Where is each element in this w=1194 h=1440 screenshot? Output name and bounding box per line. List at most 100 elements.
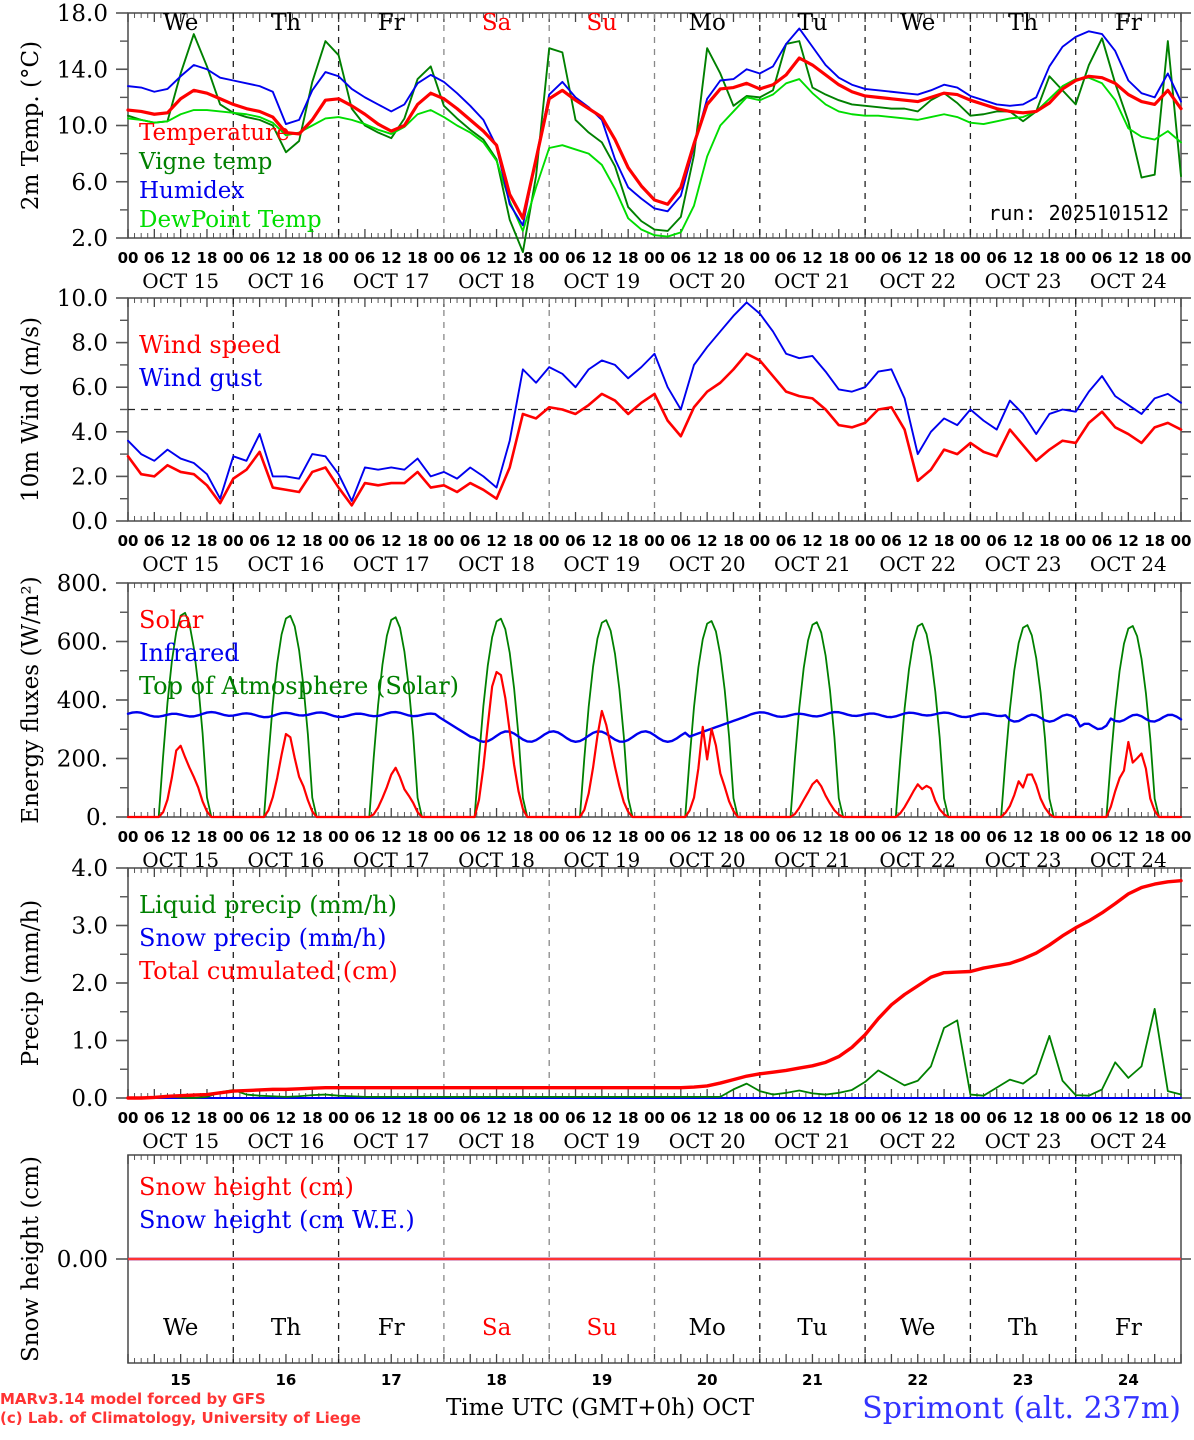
model-credit-line: MARv3.14 model forced by GFS (0, 1390, 266, 1408)
x-tick-label: 12 (1118, 828, 1139, 846)
day-name-label: Su (587, 10, 618, 36)
series-line (126, 670, 1183, 819)
legend-label: Top of Atmosphere (Solar) (139, 672, 459, 700)
x-tick-label: 18 (723, 532, 744, 550)
x-tick-label: 18 (1144, 532, 1165, 550)
day-name-label: Tu (797, 1315, 827, 1341)
y-tick-label: 0.0 (71, 1086, 108, 1112)
day-name-label: Sa (482, 1315, 512, 1341)
x-date-label: OCT 22 (879, 1129, 956, 1153)
day-name-label: We (900, 10, 935, 36)
x-tick-label: 00 (1171, 249, 1192, 267)
x-tick-label: 06 (670, 828, 691, 846)
x-tick-label: 12 (591, 532, 612, 550)
x-tick-label: 06 (1092, 249, 1113, 267)
series-line (126, 710, 1183, 744)
y-tick-label: 0.0 (71, 509, 108, 535)
x-tick-label: 12 (1118, 532, 1139, 550)
y-tick-label: 1.0 (71, 1029, 108, 1055)
x-tick-label: 18 (723, 249, 744, 267)
x-tick-label: 00 (118, 1109, 139, 1127)
x-tick-label: 18 (723, 1109, 744, 1127)
x-tick-label: 06 (354, 532, 375, 550)
x-tick-label: 00 (223, 1109, 244, 1127)
legend-label: Snow precip (mm/h) (139, 924, 386, 952)
x-tick-label: 18 (828, 828, 849, 846)
x-tick-label: 12 (697, 532, 718, 550)
x-tick-label: 12 (276, 249, 297, 267)
day-name-label: Fr (378, 10, 405, 36)
x-tick-label: 00 (118, 249, 139, 267)
x-tick-label: 00 (749, 1109, 770, 1127)
y-tick-label: 10.0 (57, 114, 108, 140)
day-name-label: Mo (688, 1315, 725, 1341)
x-date-label: OCT 18 (458, 1129, 535, 1153)
x-tick-label: 00 (328, 532, 349, 550)
x-tick-label: 12 (907, 532, 928, 550)
x-tick-label: 06 (565, 249, 586, 267)
x-tick-label: 18 (1039, 532, 1060, 550)
day-name-label: Th (271, 1315, 301, 1341)
y-tick-label: 14.0 (57, 57, 108, 83)
x-tick-label: 00 (433, 249, 454, 267)
panel-energy_fluxes: 0. 200. 400. 600. 800. Energy fluxes (W/m²) So… (18, 571, 1191, 831)
x-tick-label: 06 (144, 1109, 165, 1127)
x-date-label: OCT 23 (985, 552, 1062, 576)
x-tick-label: 00 (855, 249, 876, 267)
station-label: Sprimont (alt. 237m) (862, 1391, 1181, 1426)
x-tick-label: 00 (855, 828, 876, 846)
day-name-label: Su (587, 1315, 618, 1341)
legend-label: Total cumulated (cm) (139, 957, 398, 985)
x-tick-label: 12 (697, 249, 718, 267)
x-tick-label: 12 (1013, 532, 1034, 550)
x-tick-label: 06 (144, 828, 165, 846)
x-tick-label: 12 (486, 532, 507, 550)
legend-label: Temperature (139, 120, 290, 146)
series-line (126, 352, 1183, 507)
x-tick-label: 00 (749, 532, 770, 550)
x-tick-label: 18 (1039, 1109, 1060, 1127)
y-axis-title: 2m Temp. (°C) (18, 41, 44, 210)
y-tick-label: 2.0 (71, 226, 108, 252)
y-tick-label: 4.0 (71, 856, 108, 882)
x-tick-label: 06 (460, 249, 481, 267)
x-tick-label: 06 (249, 1109, 270, 1127)
x-tick-label: 06 (986, 828, 1007, 846)
x-tick-label: 00 (328, 828, 349, 846)
day-name-label: We (163, 10, 198, 36)
x-tick-label: 12 (591, 828, 612, 846)
x-date-label: OCT 23 (985, 1129, 1062, 1153)
x-tick-label: 12 (170, 249, 191, 267)
y-tick-label: 3.0 (71, 914, 108, 940)
x-tick-label: 06 (986, 532, 1007, 550)
day-name-label: Fr (1115, 10, 1142, 36)
x-date-label: OCT 24 (1090, 1129, 1167, 1153)
y-tick-label: 8.0 (71, 331, 108, 357)
x-tick-label: 00 (1171, 532, 1192, 550)
y-tick-label: 6.0 (71, 170, 108, 196)
x-tick-label: 12 (1118, 1109, 1139, 1127)
day-name-label: Fr (378, 1315, 405, 1341)
x-tick-label: 18 (302, 828, 323, 846)
day-number-label: 19 (591, 1371, 612, 1389)
x-tick-label: 00 (960, 249, 981, 267)
x-tick-label: 18 (197, 828, 218, 846)
x-tick-label: 12 (276, 828, 297, 846)
x-tick-label: 06 (986, 1109, 1007, 1127)
x-tick-label: 12 (591, 1109, 612, 1127)
x-tick-label: 00 (539, 828, 560, 846)
x-tick-label: 18 (1039, 828, 1060, 846)
x-tick-label: 18 (1144, 828, 1165, 846)
x-tick-label: 12 (381, 532, 402, 550)
x-tick-label: 06 (1092, 1109, 1113, 1127)
series-line (127, 27, 1182, 227)
x-tick-label: 12 (697, 1109, 718, 1127)
series-line (127, 301, 1182, 502)
x-tick-label: 06 (776, 532, 797, 550)
x-tick-label: 12 (381, 828, 402, 846)
x-tick-label: 12 (802, 532, 823, 550)
x-tick-label: 18 (512, 532, 533, 550)
y-tick-label: 600. (57, 630, 108, 656)
x-tick-label: 12 (381, 249, 402, 267)
x-date-label: OCT 24 (1090, 269, 1167, 293)
